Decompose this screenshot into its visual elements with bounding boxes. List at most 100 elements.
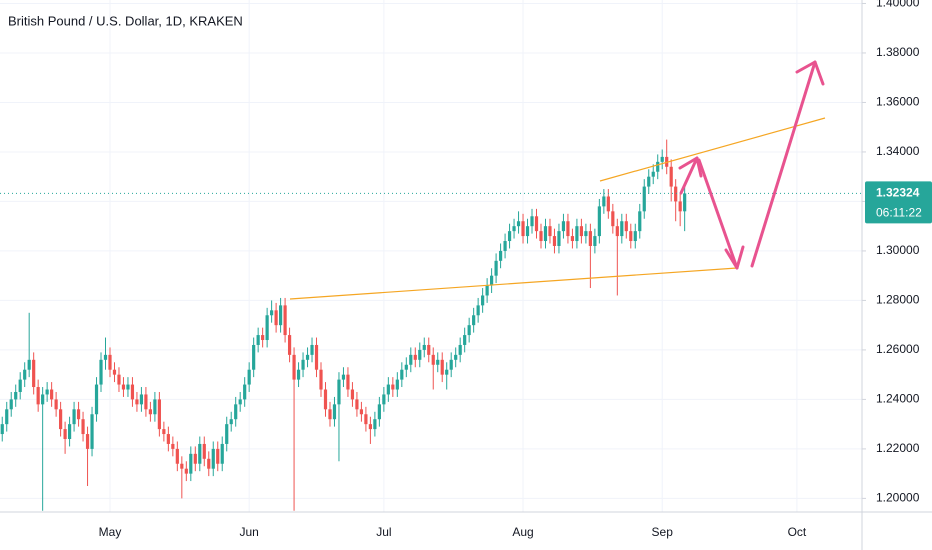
candle-body [570, 236, 575, 242]
candle-body [54, 399, 58, 410]
candle-body [166, 434, 170, 444]
candle-body [427, 344, 431, 355]
candle-body [463, 335, 467, 345]
candle-body [328, 409, 332, 420]
candle-body [597, 206, 601, 237]
candle-body [198, 443, 202, 464]
candle-body [261, 335, 265, 341]
candle-body [234, 404, 238, 420]
candle-body [67, 424, 72, 439]
candle-body [449, 359, 453, 370]
candle-body [485, 285, 489, 296]
arrow [750, 60, 817, 268]
candle-body [507, 231, 512, 242]
y-tick-label: 1.24000 [876, 392, 920, 406]
candle-body [270, 310, 274, 316]
y-tick-label: 1.30000 [876, 243, 920, 257]
candle-body [368, 424, 372, 430]
candle-body [153, 399, 157, 415]
candle-body [413, 354, 417, 360]
candle-body [409, 354, 413, 365]
candle-body [337, 379, 341, 405]
candle-body [638, 211, 642, 232]
candle-body [404, 364, 408, 370]
candle-body [548, 226, 552, 237]
x-tick-label: Jun [239, 525, 258, 539]
candle-body [418, 349, 422, 360]
candle-body [656, 161, 660, 172]
candle-body [611, 211, 615, 227]
candle-body [683, 193, 687, 212]
candle-body [472, 315, 476, 326]
candle-body [238, 399, 242, 405]
candle-body [422, 344, 426, 350]
candle-body [287, 335, 292, 355]
candle-body [9, 399, 13, 410]
candle-body [620, 221, 624, 237]
x-tick-label: Jul [376, 525, 391, 539]
candle-body [301, 359, 305, 370]
candle-body [606, 196, 610, 212]
candle-body [516, 221, 521, 227]
candle-body [225, 424, 229, 444]
arrow-head [724, 245, 745, 270]
candle-body [346, 374, 350, 390]
candle-body [674, 186, 678, 202]
candle-body [476, 305, 480, 316]
candle-body [323, 389, 328, 410]
arrow [679, 156, 699, 195]
candle-body [0, 424, 4, 435]
candle-body [539, 231, 543, 242]
candle-body [76, 409, 81, 420]
candle-body [256, 335, 260, 345]
arrow-head [795, 60, 825, 86]
candle-body [180, 463, 184, 469]
candle-body [23, 369, 27, 380]
candle-body [207, 458, 211, 469]
y-tick-label: 1.26000 [876, 342, 920, 356]
candle-body [81, 419, 85, 435]
candle-body [45, 389, 49, 395]
candle-body [41, 394, 45, 405]
candle-body [503, 241, 507, 251]
candle-body [579, 226, 584, 237]
candle-body [647, 176, 651, 187]
price-badge [865, 181, 932, 224]
candle-body [445, 369, 449, 375]
candle-body [525, 226, 530, 237]
candle-body [292, 354, 296, 380]
candle-body [130, 384, 135, 400]
y-tick-label: 1.20000 [876, 491, 920, 505]
candle-body [350, 389, 355, 400]
candle-body [247, 369, 251, 385]
candle-body [5, 409, 9, 425]
candle-body [530, 216, 534, 227]
x-tick-label: Aug [512, 525, 533, 539]
candle-body [454, 354, 458, 360]
price-label: 1.32324 [876, 186, 920, 200]
candle-body [602, 196, 606, 207]
y-tick-label: 1.40000 [876, 0, 920, 10]
candle-body [467, 325, 471, 336]
candle-body [144, 394, 148, 410]
candle-body [135, 399, 139, 405]
candle-body [243, 384, 247, 400]
candle-body [512, 226, 516, 232]
candle-body [112, 369, 117, 375]
candle-body [283, 305, 287, 336]
x-tick-label: Oct [788, 525, 807, 539]
candle-body [274, 310, 278, 326]
trend-line [289, 267, 738, 300]
candle-body [624, 221, 628, 232]
candle-body [103, 354, 108, 360]
candle-body [319, 369, 323, 390]
candle-body [669, 166, 673, 187]
candle-body [373, 419, 377, 430]
candle-body [400, 369, 404, 380]
y-tick-label: 1.34000 [876, 144, 920, 158]
candle-body [157, 399, 161, 430]
candle-body [593, 236, 597, 246]
y-tick-label: 1.22000 [876, 441, 920, 455]
candle-body [377, 404, 381, 420]
